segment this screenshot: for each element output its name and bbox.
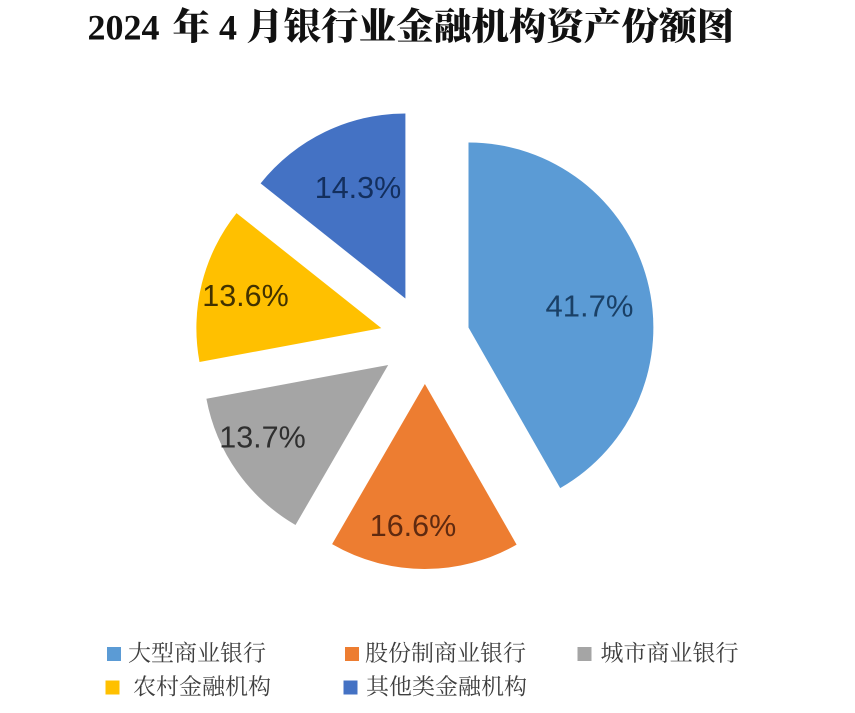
svg-text:4: 4 <box>219 8 237 48</box>
svg-text:13.6%: 13.6% <box>202 279 288 313</box>
svg-text:14.3%: 14.3% <box>315 171 401 205</box>
svg-text:2024: 2024 <box>88 8 160 48</box>
svg-text:16.6%: 16.6% <box>370 509 456 543</box>
svg-text:41.7%: 41.7% <box>546 289 634 324</box>
svg-text:13.7%: 13.7% <box>219 421 305 455</box>
